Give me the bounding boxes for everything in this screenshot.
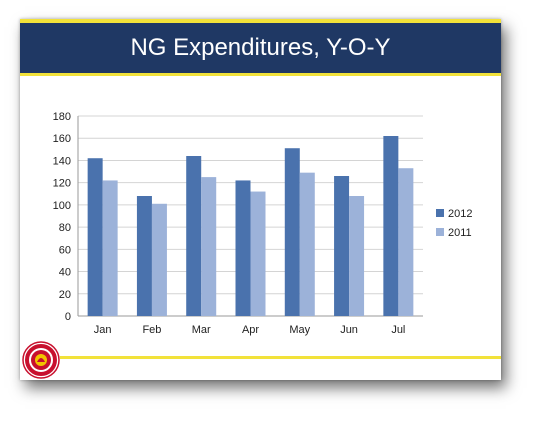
y-tick-label: 180 bbox=[53, 111, 71, 123]
legend-label-2012: 2012 bbox=[448, 208, 472, 220]
y-tick-label: 160 bbox=[53, 133, 71, 145]
y-tick-label: 20 bbox=[59, 289, 71, 301]
x-tick-label: May bbox=[289, 324, 310, 336]
legend-swatch-2011 bbox=[436, 228, 444, 236]
y-tick-label: 80 bbox=[59, 222, 71, 234]
seal-logo-icon bbox=[22, 341, 60, 379]
x-tick-label: Feb bbox=[142, 324, 161, 336]
x-tick-label: Mar bbox=[192, 324, 211, 336]
y-tick-label: 120 bbox=[53, 178, 71, 190]
bar-2012-jan bbox=[87, 158, 103, 316]
bar-chart: 0 20 40 60 80 100 120 140 160 180 Jan Feb Mar Apr May J… bbox=[53, 111, 473, 336]
x-tick-label: Jun bbox=[340, 324, 358, 336]
bar-2012-jul bbox=[383, 136, 399, 316]
bar-2011-apr bbox=[250, 191, 266, 316]
bar-2012-may bbox=[284, 148, 300, 316]
x-tick-label: Jul bbox=[391, 324, 405, 336]
y-tick-label: 140 bbox=[53, 155, 71, 167]
slide: NG Expenditures, Y-O-Y 0 20 40 60 80 100 120 14… bbox=[20, 19, 501, 380]
bottom-accent-line bbox=[60, 356, 501, 359]
y-tick-label: 60 bbox=[59, 244, 71, 256]
bar-2011-jan bbox=[102, 180, 118, 316]
legend-label-2011: 2011 bbox=[448, 227, 472, 239]
slide-title: NG Expenditures, Y-O-Y bbox=[130, 34, 391, 61]
bar-2012-mar bbox=[186, 156, 202, 316]
bar-2011-mar bbox=[201, 177, 217, 316]
bar-2011-may bbox=[299, 172, 315, 316]
bar-2011-jun bbox=[349, 196, 365, 316]
y-tick-label: 0 bbox=[65, 311, 71, 323]
x-tick-label: Jan bbox=[94, 324, 112, 336]
top-accent-line bbox=[20, 19, 501, 23]
bar-2012-feb bbox=[136, 196, 152, 316]
bar-2011-feb bbox=[151, 203, 167, 316]
bar-2012-jun bbox=[334, 176, 350, 316]
legend-swatch-2012 bbox=[436, 209, 444, 217]
bar-2011-jul bbox=[398, 168, 414, 316]
y-tick-label: 100 bbox=[53, 200, 71, 212]
x-tick-label: Apr bbox=[242, 324, 259, 336]
bar-2012-apr bbox=[235, 180, 251, 316]
title-accent-line bbox=[20, 73, 501, 76]
y-tick-label: 40 bbox=[59, 267, 71, 279]
title-bar: NG Expenditures, Y-O-Y bbox=[20, 23, 501, 73]
